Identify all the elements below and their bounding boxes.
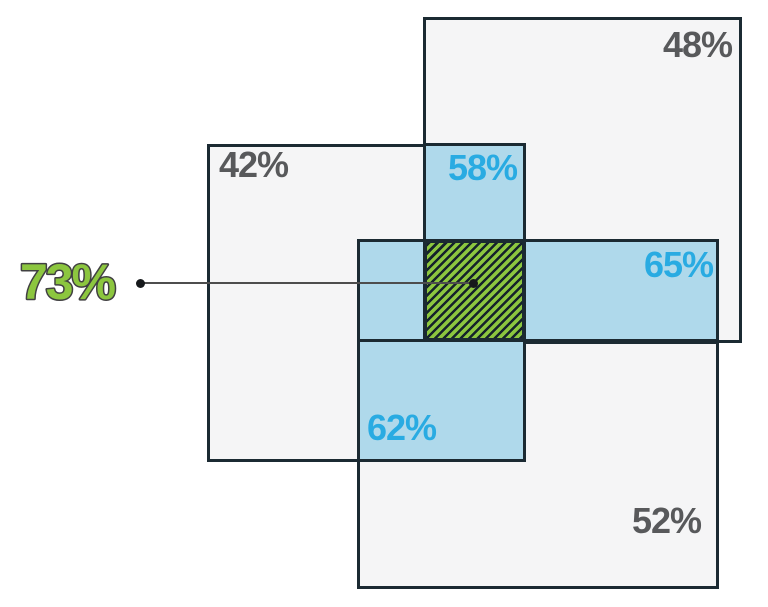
center-overlap-label: 73% <box>20 254 116 310</box>
center-overlap-hatched-box <box>423 239 526 342</box>
callout-leader-line <box>144 282 474 284</box>
callout-end-dot <box>469 279 478 288</box>
overlap-box-58 <box>423 143 526 242</box>
overlap-label-65: 65% <box>643 244 714 285</box>
region-label-48: 48% <box>662 24 733 65</box>
overlap-box-65 <box>357 239 719 342</box>
region-label-52: 52% <box>631 500 702 541</box>
callout-start-dot <box>136 279 145 288</box>
center-overlap-callout: 73% <box>19 253 120 312</box>
overlap-label-62: 62% <box>367 407 437 448</box>
region-label-42: 42% <box>219 144 289 185</box>
overlap-label-58: 58% <box>447 147 518 188</box>
